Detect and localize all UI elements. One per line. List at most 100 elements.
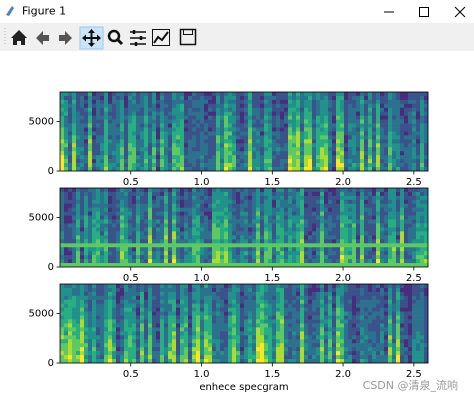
spectrogram-cell	[196, 343, 200, 347]
spectrogram-cell	[72, 243, 76, 247]
spectrogram-cell	[200, 208, 204, 212]
spectrogram-cell	[324, 139, 328, 143]
spectrogram-cell	[268, 228, 272, 232]
spectrogram-cell	[168, 308, 172, 312]
spectrogram-cell	[416, 92, 420, 96]
spectrogram-cell	[412, 104, 416, 108]
spectrogram-cell	[228, 96, 232, 100]
spectrogram-cell	[228, 192, 232, 196]
spectrogram-cell	[100, 312, 104, 316]
spectrogram-cell	[136, 200, 140, 204]
spectrogram-cell	[76, 300, 80, 304]
spectrogram-cell	[360, 247, 364, 251]
spectrogram-cell	[128, 220, 132, 224]
spectrogram-cell	[416, 147, 420, 151]
spectrogram-cell	[132, 147, 136, 151]
spectrogram-cell	[124, 216, 128, 220]
spectrogram-cell	[288, 355, 292, 359]
spectrogram-cell	[176, 288, 180, 292]
spectrogram-cell	[236, 251, 240, 255]
spectrogram-cell	[296, 288, 300, 292]
title-bar	[0, 0, 474, 23]
spectrogram-cell	[108, 304, 112, 308]
spectrogram-cell	[204, 331, 208, 335]
spectrogram-cell	[408, 235, 412, 239]
spectrogram-cell	[272, 151, 276, 155]
spectrogram-cell	[92, 255, 96, 259]
spectrogram-cell	[284, 259, 288, 263]
spectrogram-cell	[64, 188, 68, 192]
spectrogram-cell	[104, 147, 108, 151]
spectrogram-cell	[108, 296, 112, 300]
spectrogram-cell	[400, 251, 404, 255]
spectrogram-cell	[312, 255, 316, 259]
spectrogram-cell	[172, 92, 176, 96]
spectrogram-cell	[100, 239, 104, 243]
spectrogram-cell	[372, 163, 376, 167]
spectrogram-cell	[324, 247, 328, 251]
spectrogram-cell	[300, 288, 304, 292]
spectrogram-cell	[228, 128, 232, 132]
spectrogram-cell	[120, 339, 124, 343]
spectrogram-cell	[268, 124, 272, 128]
spectrogram-cell	[152, 247, 156, 251]
spectrogram-cell	[64, 308, 68, 312]
spectrogram-cell	[148, 112, 152, 116]
spectrogram-cell	[84, 188, 88, 192]
spectrogram-cell	[188, 347, 192, 351]
spectrogram-cell	[308, 308, 312, 312]
spectrogram-cell	[316, 151, 320, 155]
spectrogram-cell	[312, 155, 316, 159]
spectrogram-cell	[180, 188, 184, 192]
spectrogram-cell	[96, 155, 100, 159]
spectrogram-cell	[236, 231, 240, 235]
spectrogram-cell	[188, 243, 192, 247]
spectrogram-cell	[156, 284, 160, 288]
spectrogram-cell	[416, 259, 420, 263]
spectrogram-cell	[360, 212, 364, 216]
spectrogram-cell	[336, 112, 340, 116]
spectrogram-cell	[132, 92, 136, 96]
spectrogram-cell	[216, 247, 220, 251]
spectrogram-cell	[184, 251, 188, 255]
spectrogram-cell	[72, 200, 76, 204]
spectrogram-cell	[324, 220, 328, 224]
spectrogram-cell	[256, 151, 260, 155]
spectrogram-cell	[248, 300, 252, 304]
spectrogram-cell	[160, 288, 164, 292]
spectrogram-cell	[92, 251, 96, 255]
spectrogram-cell	[84, 304, 88, 308]
spectrogram-cell	[300, 231, 304, 235]
spectrogram-cell	[152, 308, 156, 312]
spectrogram-cell	[308, 304, 312, 308]
spectrogram-cell	[272, 324, 276, 328]
spectrogram-cell	[148, 247, 152, 251]
spectrogram-cell	[184, 128, 188, 132]
spectrogram-cell	[64, 100, 68, 104]
spectrogram-cell	[76, 112, 80, 116]
spectrogram-cell	[228, 224, 232, 228]
spectrogram-cell	[392, 143, 396, 147]
spectrogram-cell	[244, 288, 248, 292]
spectrogram-cell	[264, 351, 268, 355]
spectrogram-cell	[140, 255, 144, 259]
spectrogram-cell	[344, 235, 348, 239]
spectrogram-cell	[192, 327, 196, 331]
spectrogram-cell	[164, 259, 168, 263]
spectrogram-cell	[144, 343, 148, 347]
spectrogram-cell	[280, 316, 284, 320]
spectrogram-cell	[180, 192, 184, 196]
spectrogram-cell	[188, 104, 192, 108]
spectrogram-cell	[340, 247, 344, 251]
spectrogram-cell	[208, 159, 212, 163]
spectrogram-cell	[328, 139, 332, 143]
spectrogram-cell	[304, 351, 308, 355]
spectrogram-cell	[112, 224, 116, 228]
spectrogram-cell	[272, 224, 276, 228]
spectrogram-cell	[232, 247, 236, 251]
spectrogram-cell	[116, 132, 120, 136]
spectrogram-cell	[156, 316, 160, 320]
spectrogram-cell	[184, 351, 188, 355]
spectrogram-cell	[84, 259, 88, 263]
spectrogram-cell	[72, 251, 76, 255]
